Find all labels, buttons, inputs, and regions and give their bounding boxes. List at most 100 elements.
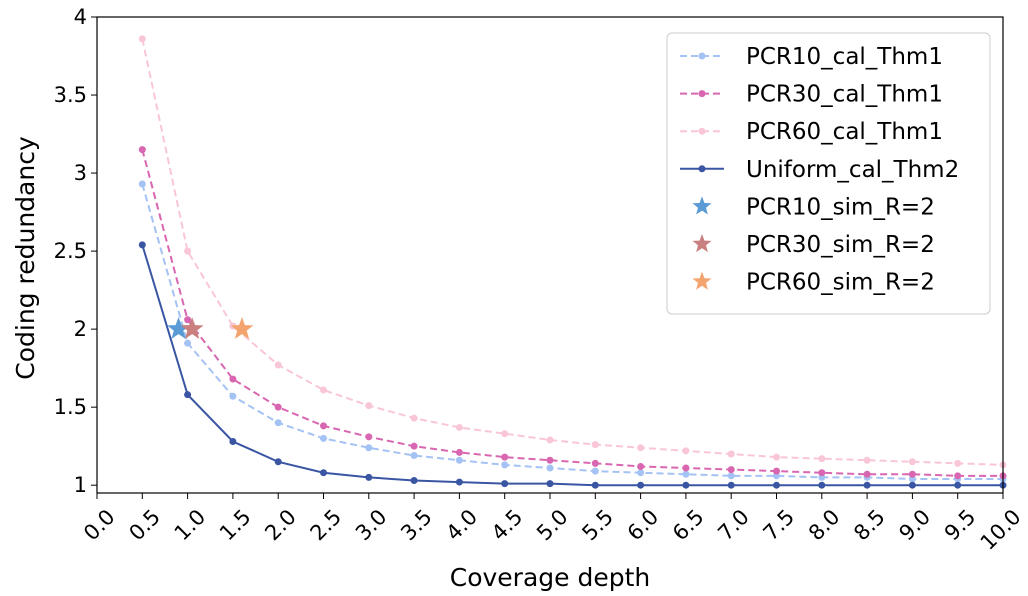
series-PCR10_cal_Thm1: [138, 180, 1007, 483]
legend-item: PCR30_cal_Thm1: [680, 82, 943, 108]
data-point: [138, 146, 146, 154]
x-tick-label: 8.5: [849, 505, 890, 546]
data-point: [546, 464, 554, 472]
data-point: [365, 402, 373, 410]
legend-marker: [698, 127, 706, 135]
x-tick-label: 5.0: [532, 505, 573, 546]
data-point: [954, 459, 962, 467]
data-point: [682, 447, 690, 455]
data-point: [410, 477, 418, 485]
x-tick-label: 9.0: [894, 505, 935, 546]
x-tick-label: 6.0: [623, 505, 664, 546]
series-line: [141, 183, 1003, 480]
x-tick-label: 0.5: [124, 505, 165, 546]
data-point: [138, 35, 146, 43]
data-point: [773, 481, 780, 489]
legend-label: PCR30_cal_Thm1: [746, 82, 943, 108]
data-point: [229, 437, 237, 445]
data-point: [773, 453, 780, 461]
x-tick-label: 4.0: [441, 505, 482, 546]
data-point: [274, 361, 282, 369]
data-point: [546, 436, 554, 444]
data-point: [501, 453, 509, 461]
y-tick-label: 4: [74, 5, 87, 29]
series-PCR30_cal_Thm1: [138, 146, 1007, 480]
legend-item: PCR30_sim_R=2: [692, 232, 935, 258]
x-tick-label: 0.0: [79, 505, 120, 546]
data-point: [591, 467, 599, 475]
x-tick-label: 2.5: [306, 505, 347, 546]
data-point: [546, 480, 554, 488]
data-point: [274, 403, 282, 411]
sim-star-marker: [167, 317, 190, 339]
legend: PCR10_cal_Thm1 PCR30_cal_Thm1 PCR60_cal_Th…: [666, 32, 991, 315]
x-tick-label: 7.5: [759, 505, 800, 546]
series-line: [141, 244, 1003, 487]
data-point: [908, 481, 916, 489]
series-PCR60_cal_Thm1: [138, 35, 1007, 469]
data-point: [320, 434, 327, 442]
data-point: [591, 459, 599, 467]
data-point: [410, 414, 418, 422]
legend-label: PCR60_cal_Thm1: [746, 119, 943, 145]
data-point: [501, 430, 509, 438]
x-tick-label: 1.0: [170, 505, 211, 546]
data-point: [455, 448, 463, 456]
legend-box: [666, 32, 991, 315]
data-point: [727, 472, 735, 480]
series-line: [141, 149, 1003, 477]
data-point: [863, 456, 871, 464]
data-point: [365, 473, 373, 481]
data-point: [863, 470, 871, 478]
x-tick-label: 1.5: [215, 505, 256, 546]
y-tick-label: 2: [74, 317, 87, 341]
x-tick-label: 4.5: [487, 505, 528, 546]
data-point: [908, 470, 916, 478]
data-point: [184, 391, 192, 399]
x-tick-label: 8.0: [804, 505, 845, 546]
legend-marker: [698, 90, 706, 98]
data-point: [727, 481, 735, 489]
data-point: [138, 241, 146, 249]
legend-label: PCR10_cal_Thm1: [746, 44, 943, 70]
data-point: [274, 458, 282, 466]
data-point: [637, 469, 645, 477]
data-point: [637, 462, 645, 470]
legend-marker: [698, 52, 706, 60]
y-tick-label: 3.5: [54, 83, 87, 107]
data-point: [229, 375, 237, 383]
data-point: [818, 469, 826, 477]
y-tick-label: 2.5: [54, 239, 87, 263]
y-tick-label: 1.5: [54, 395, 87, 419]
legend-label: PCR60_sim_R=2: [746, 270, 935, 296]
data-point: [591, 441, 599, 449]
data-point: [954, 481, 962, 489]
data-point: [410, 442, 418, 450]
x-tick-label: 7.0: [713, 505, 754, 546]
data-point: [637, 481, 645, 489]
legend-label: PCR10_sim_R=2: [746, 194, 935, 220]
legend-item: PCR60_cal_Thm1: [680, 119, 943, 145]
data-point: [501, 480, 509, 488]
data-point: [455, 478, 463, 486]
x-tick-label: 9.5: [940, 505, 981, 546]
data-point: [320, 469, 327, 477]
data-point: [682, 470, 690, 478]
x-tick-label: 3.5: [396, 505, 437, 546]
series-layer: [138, 35, 1007, 489]
data-point: [229, 392, 237, 400]
data-point: [138, 180, 146, 188]
data-point: [863, 481, 871, 489]
series-Uniform_cal_Thm2: [138, 241, 1007, 489]
data-point: [818, 455, 826, 463]
data-point: [184, 247, 192, 255]
data-point: [773, 467, 780, 475]
data-point: [908, 458, 916, 466]
legend-star-icon: [692, 271, 712, 290]
data-point: [591, 481, 599, 489]
legend-star-icon: [692, 196, 712, 215]
legend-star-icon: [692, 234, 712, 253]
data-point: [184, 339, 192, 347]
data-point: [727, 450, 735, 458]
